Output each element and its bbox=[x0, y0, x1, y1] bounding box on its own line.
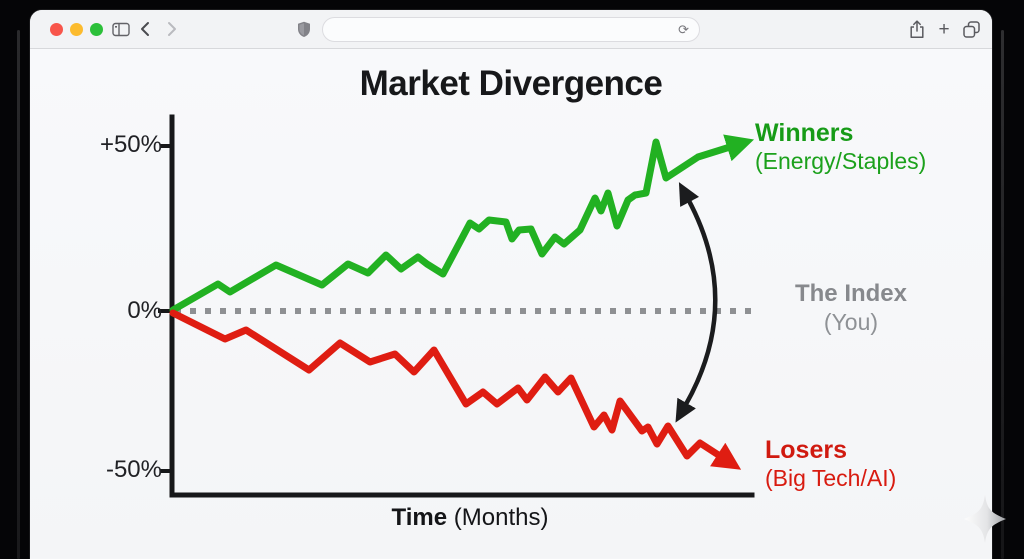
minimize-window-button[interactable] bbox=[70, 22, 83, 36]
chevron-right-icon bbox=[168, 22, 176, 36]
winners-label: Winners (Energy/Staples) bbox=[755, 118, 926, 176]
display-bezel-left-edge bbox=[17, 30, 20, 559]
chart-axes bbox=[169, 114, 755, 498]
browser-window: ⟳ + bbox=[30, 10, 992, 559]
address-bar[interactable]: ⟳ bbox=[322, 17, 700, 42]
divergence-chart bbox=[158, 114, 757, 498]
window-controls bbox=[50, 10, 103, 48]
y-tick-plus50: +50% bbox=[99, 131, 162, 158]
y-tick-zero: 0% bbox=[127, 297, 162, 324]
index-label-sub: (You) bbox=[823, 308, 879, 335]
page-title: Market Divergence bbox=[359, 64, 663, 103]
privacy-report-button[interactable] bbox=[293, 10, 315, 48]
privacy-shield-icon bbox=[298, 21, 310, 37]
losers-line bbox=[169, 309, 742, 470]
x-axis-label: Time (Months) bbox=[330, 504, 610, 532]
url-input[interactable] bbox=[333, 22, 679, 37]
back-button[interactable] bbox=[136, 10, 154, 48]
losers-label: Losers (Big Tech/AI) bbox=[765, 435, 896, 493]
winners-label-title: Winners bbox=[755, 119, 854, 147]
tab-overview-button[interactable] bbox=[959, 10, 983, 48]
new-tab-button[interactable]: + bbox=[933, 10, 955, 48]
winners-label-sub: (Energy/Staples) bbox=[755, 148, 927, 174]
divergence-arrow bbox=[675, 182, 718, 423]
browser-toolbar: ⟳ + bbox=[30, 10, 992, 49]
close-window-button[interactable] bbox=[50, 22, 63, 36]
index-label-title: The Index bbox=[794, 280, 908, 307]
y-tick-minus50: -50% bbox=[105, 456, 162, 483]
plus-icon: + bbox=[938, 18, 950, 40]
zoom-window-button[interactable] bbox=[90, 22, 103, 36]
winners-line bbox=[169, 134, 755, 314]
losers-label-title: Losers bbox=[765, 436, 847, 464]
forward-button[interactable] bbox=[163, 10, 181, 48]
x-axis-label-unit: (Months) bbox=[447, 504, 549, 531]
page-content: Market Divergence +50% 0% -50% Winners (… bbox=[30, 49, 992, 558]
tab-overview-icon bbox=[962, 20, 980, 38]
display-bezel-right-edge bbox=[1001, 30, 1004, 559]
share-icon bbox=[910, 19, 924, 38]
sidebar-icon bbox=[112, 22, 130, 36]
share-button[interactable] bbox=[906, 10, 928, 48]
reload-icon[interactable]: ⟳ bbox=[678, 22, 689, 37]
sparkle-logo-icon bbox=[964, 495, 1006, 543]
sidebar-toggle-button[interactable] bbox=[110, 10, 132, 48]
index-label: The Index (You) bbox=[768, 280, 934, 336]
x-axis-label-bold: Time bbox=[391, 504, 448, 531]
chevron-left-icon bbox=[141, 22, 149, 36]
losers-label-sub: (Big Tech/AI) bbox=[765, 465, 897, 491]
